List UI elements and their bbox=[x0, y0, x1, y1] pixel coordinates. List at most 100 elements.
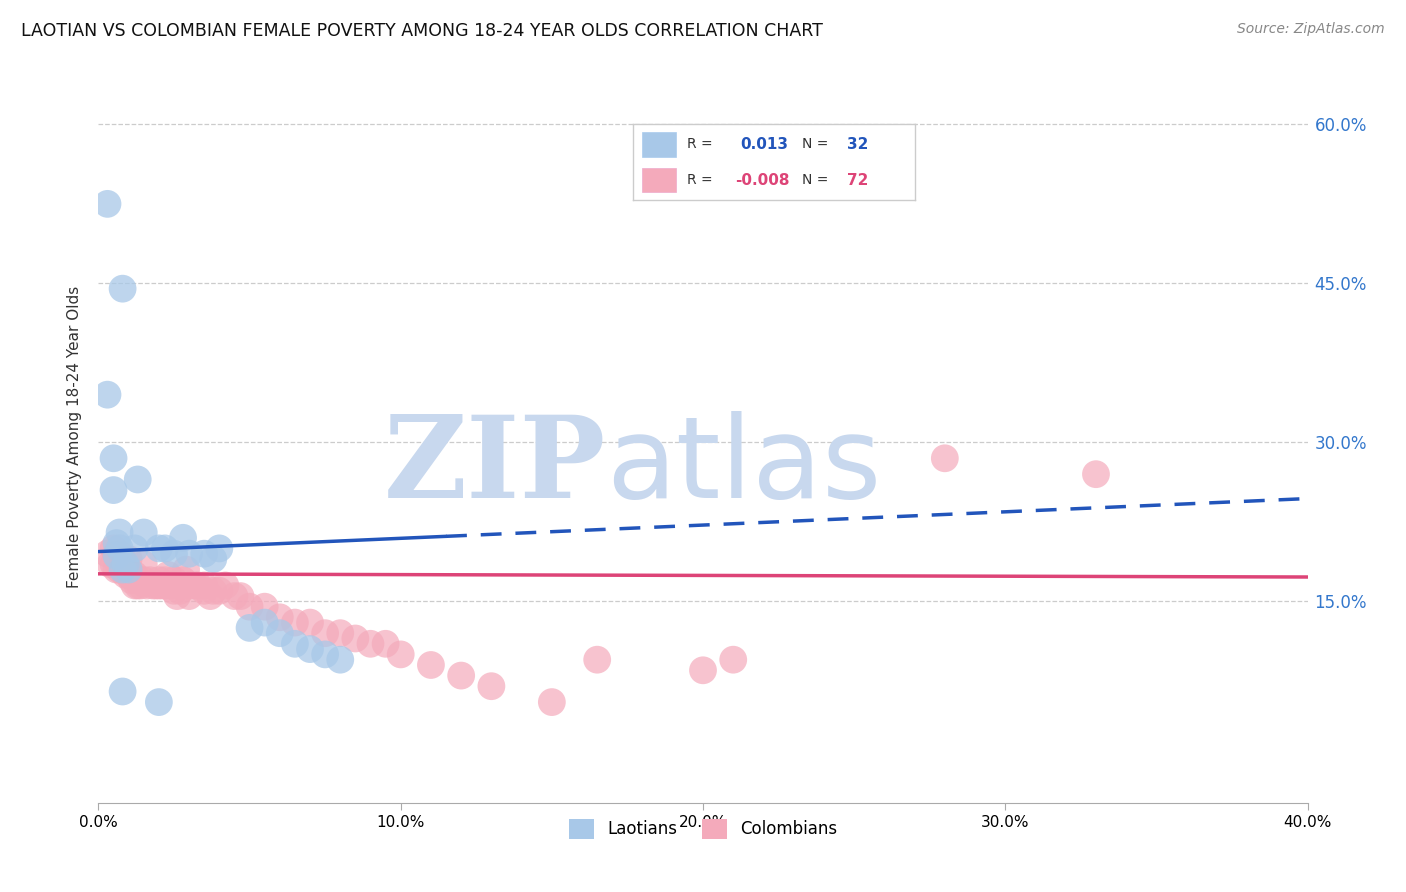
Point bbox=[121, 567, 143, 582]
Point bbox=[114, 567, 136, 582]
Y-axis label: Female Poverty Among 18-24 Year Olds: Female Poverty Among 18-24 Year Olds bbox=[67, 286, 83, 588]
Point bbox=[179, 578, 201, 592]
Point bbox=[114, 563, 136, 577]
Point bbox=[111, 563, 134, 577]
Point bbox=[124, 567, 146, 582]
Point bbox=[389, 648, 412, 662]
Point bbox=[360, 637, 382, 651]
Point bbox=[153, 573, 176, 587]
Point bbox=[284, 637, 307, 651]
Point bbox=[105, 547, 128, 561]
Point bbox=[1085, 467, 1108, 482]
Point bbox=[692, 663, 714, 677]
Point bbox=[163, 573, 186, 587]
Point bbox=[153, 541, 176, 556]
Text: R =: R = bbox=[688, 137, 713, 152]
Point bbox=[127, 573, 149, 587]
Point bbox=[103, 451, 125, 466]
Point bbox=[166, 589, 188, 603]
Point bbox=[139, 573, 162, 587]
Point bbox=[108, 541, 131, 556]
Point bbox=[114, 558, 136, 572]
Point bbox=[132, 573, 155, 587]
Text: N =: N = bbox=[801, 173, 828, 187]
Text: R =: R = bbox=[688, 173, 713, 187]
Point bbox=[111, 552, 134, 566]
Point bbox=[148, 695, 170, 709]
Point bbox=[124, 578, 146, 592]
Point bbox=[160, 578, 183, 592]
Point bbox=[148, 573, 170, 587]
Point bbox=[129, 578, 152, 592]
Point bbox=[179, 547, 201, 561]
Point bbox=[269, 626, 291, 640]
Text: N =: N = bbox=[801, 137, 828, 152]
Point bbox=[172, 573, 194, 587]
Point bbox=[229, 589, 252, 603]
Point bbox=[193, 578, 215, 592]
Point bbox=[108, 525, 131, 540]
Text: 32: 32 bbox=[846, 136, 869, 152]
Point bbox=[145, 578, 167, 592]
Text: Source: ZipAtlas.com: Source: ZipAtlas.com bbox=[1237, 22, 1385, 37]
Point bbox=[329, 653, 352, 667]
Point bbox=[96, 197, 118, 211]
Point bbox=[374, 637, 396, 651]
Point bbox=[214, 578, 236, 592]
Point bbox=[163, 547, 186, 561]
Point bbox=[100, 558, 122, 572]
Point bbox=[299, 615, 322, 630]
Bar bbox=[643, 168, 676, 192]
Point bbox=[269, 610, 291, 624]
Point bbox=[187, 578, 209, 592]
Point bbox=[105, 536, 128, 550]
Point bbox=[174, 563, 197, 577]
Point bbox=[118, 567, 141, 582]
Point bbox=[202, 552, 225, 566]
Point bbox=[169, 583, 191, 598]
Text: atlas: atlas bbox=[606, 411, 882, 522]
Point bbox=[127, 473, 149, 487]
Point bbox=[150, 578, 173, 592]
Point bbox=[202, 583, 225, 598]
Legend: Laotians, Colombians: Laotians, Colombians bbox=[562, 812, 844, 846]
Point bbox=[108, 563, 131, 577]
Point bbox=[450, 668, 472, 682]
Point bbox=[103, 558, 125, 572]
Text: 72: 72 bbox=[846, 172, 869, 187]
Point bbox=[193, 547, 215, 561]
Point bbox=[253, 599, 276, 614]
Point bbox=[344, 632, 367, 646]
Point bbox=[96, 387, 118, 401]
Point bbox=[142, 578, 165, 592]
Text: ZIP: ZIP bbox=[384, 411, 606, 522]
Point bbox=[239, 599, 262, 614]
Point bbox=[124, 541, 146, 556]
Point bbox=[132, 525, 155, 540]
Point bbox=[314, 626, 336, 640]
Point bbox=[135, 578, 157, 592]
Point bbox=[481, 679, 503, 693]
Point bbox=[108, 547, 131, 561]
Point bbox=[96, 547, 118, 561]
Point bbox=[723, 653, 745, 667]
Text: LAOTIAN VS COLOMBIAN FEMALE POVERTY AMONG 18-24 YEAR OLDS CORRELATION CHART: LAOTIAN VS COLOMBIAN FEMALE POVERTY AMON… bbox=[21, 22, 823, 40]
Point bbox=[540, 695, 562, 709]
Point bbox=[329, 626, 352, 640]
Point bbox=[103, 483, 125, 497]
Point bbox=[105, 549, 128, 563]
Point bbox=[184, 578, 207, 592]
Point bbox=[200, 589, 222, 603]
Point bbox=[224, 589, 246, 603]
Point bbox=[193, 583, 215, 598]
Point bbox=[934, 451, 956, 466]
Point bbox=[132, 558, 155, 572]
Point bbox=[153, 578, 176, 592]
Point bbox=[105, 563, 128, 577]
Point bbox=[284, 615, 307, 630]
Point bbox=[420, 658, 443, 673]
Point bbox=[148, 541, 170, 556]
Point bbox=[163, 583, 186, 598]
Point bbox=[121, 573, 143, 587]
Point bbox=[314, 648, 336, 662]
